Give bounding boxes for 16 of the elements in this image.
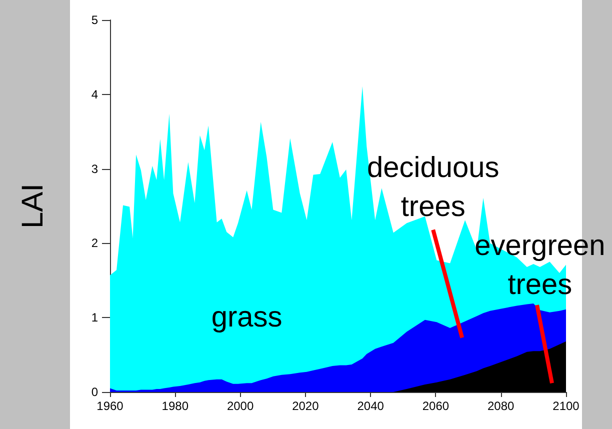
y-tick-label: 3: [91, 162, 98, 176]
y-tick-label: 2: [91, 236, 98, 250]
y-tick-label: 0: [91, 385, 98, 399]
x-tick-label: 2000: [226, 399, 254, 413]
x-tick-label: 2040: [357, 399, 384, 413]
x-tick-label: 2100: [552, 399, 580, 413]
y-tick-label: 5: [91, 13, 98, 27]
y-axis-title: LAI: [16, 183, 50, 229]
x-tick-label: 1980: [162, 399, 189, 413]
y-tick-label: 4: [91, 87, 98, 102]
series-label: grass: [211, 302, 282, 334]
x-tick-label: 2080: [488, 399, 515, 413]
x-tick-label: 2060: [422, 399, 450, 413]
x-tick-label: 1960: [96, 399, 124, 413]
y-tick-label: 1: [91, 310, 98, 325]
x-tick-label: 2020: [292, 399, 320, 413]
